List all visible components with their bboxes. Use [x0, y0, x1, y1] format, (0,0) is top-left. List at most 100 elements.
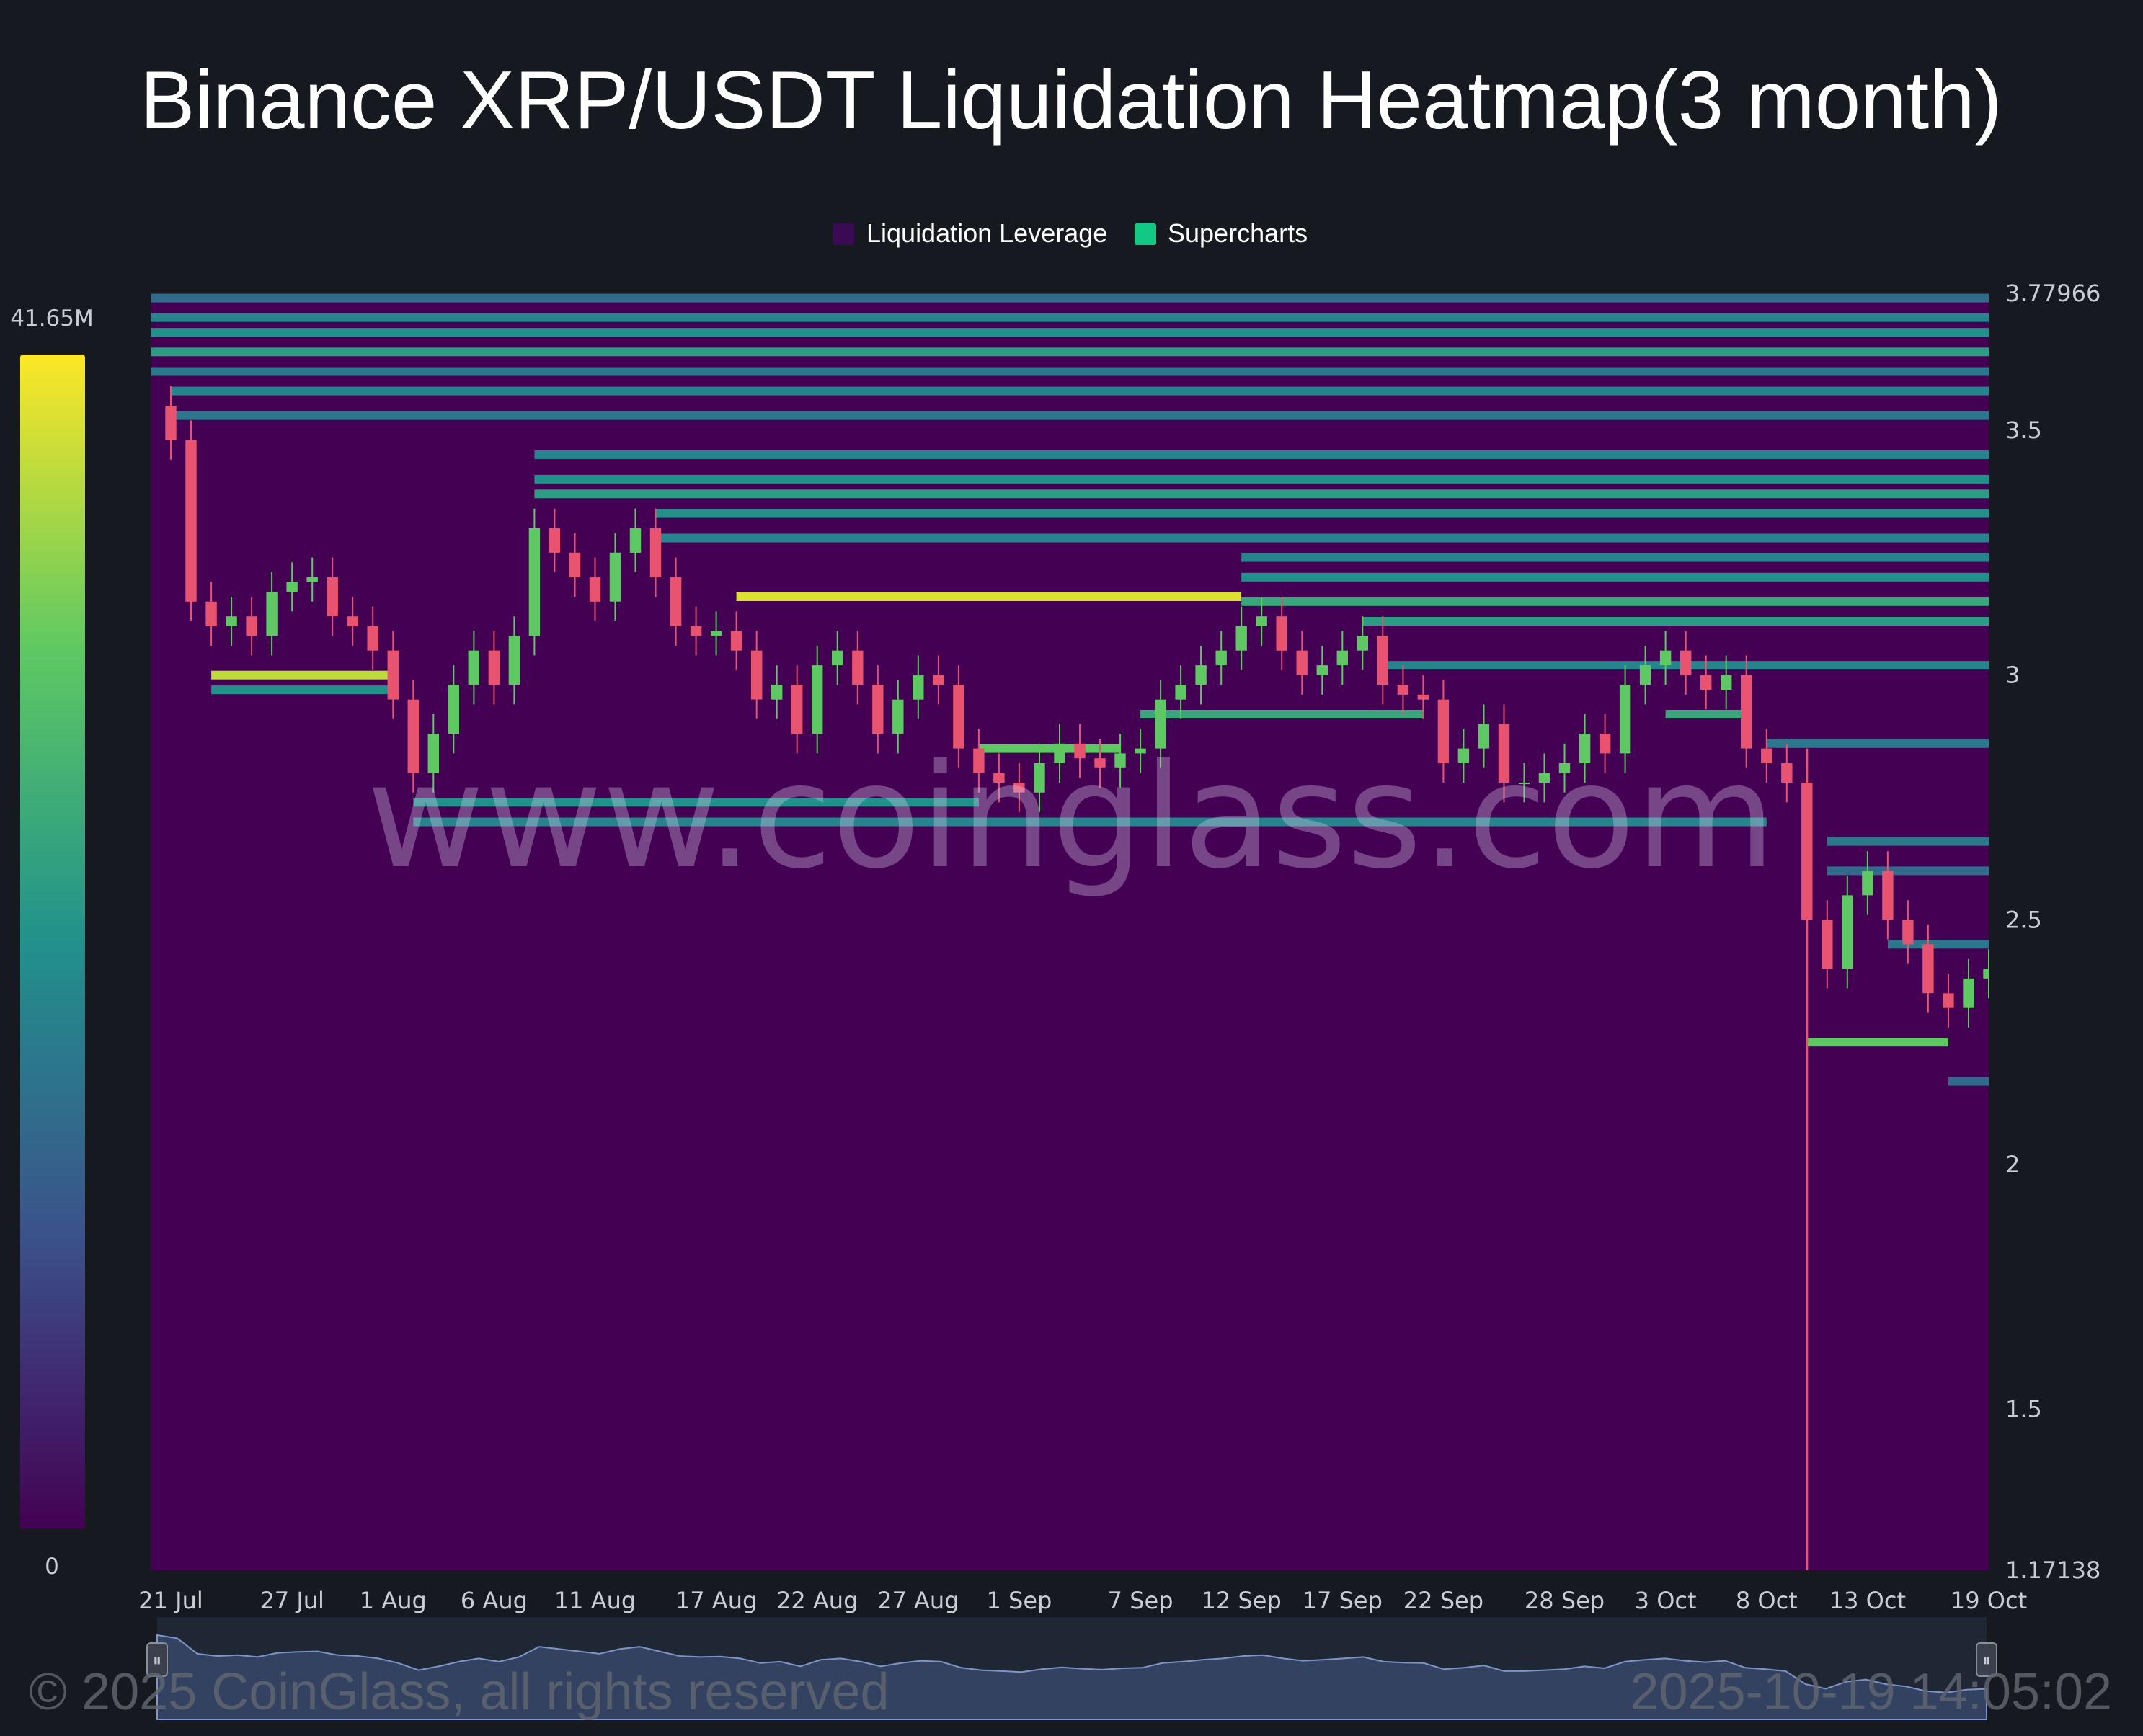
candle-body [1558, 763, 1571, 773]
price-candles [165, 386, 1989, 1570]
candle-body [1741, 675, 1752, 749]
candle-body [448, 685, 459, 734]
x-tick-label: 1 Aug [360, 1587, 427, 1614]
y-axis: 3.77966 3.5 3 2.5 2 1.5 1.17138 [2005, 280, 2100, 1584]
heat-band [534, 474, 1989, 484]
copyright-text: © 2025 CoinGlass, all rights reserved [29, 1663, 889, 1721]
candle-body [1457, 748, 1470, 763]
candle-body [1659, 650, 1672, 666]
heat-band [151, 313, 1989, 322]
candle-body [1538, 773, 1550, 783]
candle-body [1034, 763, 1045, 793]
watermark: www.coinglass.com [367, 733, 1776, 901]
candle-body [1135, 748, 1146, 754]
candle-body [1357, 636, 1368, 651]
candle-body [1983, 969, 1989, 979]
candle-body [1639, 665, 1651, 685]
candle-body [852, 650, 864, 685]
heat-band [1362, 617, 1989, 626]
heat-band [171, 386, 1989, 396]
x-tick-label: 28 Sep [1525, 1587, 1605, 1614]
x-axis: 21 Jul 27 Jul 1 Aug 6 Aug 11 Aug 17 Aug 22 Aug… [138, 1587, 2027, 1614]
candle-body [649, 528, 662, 577]
heat-band [1241, 597, 1989, 606]
candle-body [832, 650, 843, 666]
candle-body [973, 748, 985, 773]
candle-body [892, 699, 904, 734]
candle-body [1822, 920, 1833, 969]
candle-body [1215, 650, 1227, 666]
candle-body [730, 631, 742, 651]
candle-body [1013, 783, 1025, 793]
candle-body [1721, 675, 1732, 690]
candle-body [1377, 636, 1388, 685]
candle-body [751, 650, 763, 700]
y-tick-label: 1.17138 [2005, 1557, 2100, 1584]
candle-body [1579, 734, 1591, 763]
legend-label-supercharts[interactable]: Supercharts [1168, 218, 1308, 248]
candle-body [872, 685, 884, 734]
x-tick-label: 22 Sep [1403, 1587, 1483, 1614]
candle-body [367, 626, 378, 651]
candle-body [1054, 743, 1065, 763]
candle-body [549, 528, 561, 553]
x-tick-label: 8 Oct [1736, 1587, 1798, 1614]
y-tick-label: 2.5 [2005, 906, 2042, 933]
x-tick-label: 11 Aug [554, 1587, 636, 1614]
heat-band [1827, 837, 1989, 846]
candle-body [1296, 650, 1308, 675]
heat-band [1806, 1038, 1948, 1047]
candle-body [1599, 734, 1611, 754]
timestamp-text: 2025-10-19 14:05:02 [1630, 1663, 2112, 1721]
candle-body [1700, 675, 1712, 690]
navigator-area [156, 1634, 1987, 1720]
candle-body [1114, 753, 1126, 768]
candle-body [286, 582, 298, 592]
candle-body [913, 675, 924, 700]
legend-swatch-liquidation-leverage[interactable] [833, 223, 854, 245]
candle-body [1256, 616, 1267, 626]
legend-swatch-supercharts[interactable] [1135, 223, 1156, 245]
navigator-left-handle[interactable]: ⏸ [146, 1642, 168, 1677]
x-tick-label: 27 Jul [259, 1587, 324, 1614]
legend-label-liquidation-leverage[interactable]: Liquidation Leverage [866, 218, 1107, 248]
candle-body [1842, 895, 1853, 969]
candle-body [812, 665, 823, 734]
candle-body [1680, 650, 1692, 675]
navigator-right-handle[interactable]: ⏸ [1976, 1642, 1997, 1677]
candle-body [266, 592, 278, 636]
color-scale: 41.65M 0 [10, 306, 94, 1580]
heat-band [151, 328, 1989, 337]
candle-body [246, 616, 257, 636]
heat-band [655, 509, 1989, 518]
candle-body [1862, 871, 1873, 896]
x-tick-label: 27 Aug [877, 1587, 959, 1614]
navigator[interactable]: ⏸ ⏸ [146, 1617, 1997, 1720]
candle-body [1397, 685, 1409, 695]
heatmap-background [151, 293, 1989, 1570]
candle-body [205, 601, 217, 626]
heat-band [413, 817, 1767, 827]
candle-body [1437, 699, 1450, 763]
heat-band [1766, 739, 1989, 748]
candle-body [589, 577, 601, 602]
heat-band [1827, 866, 1989, 876]
candle-body [1922, 944, 1934, 994]
heat-band [1241, 572, 1989, 582]
candle-body [993, 773, 1005, 783]
heat-bands [151, 293, 1989, 1086]
candle-body [427, 734, 439, 773]
heat-band [655, 533, 1989, 543]
candle-body [1518, 783, 1530, 785]
legend: Liquidation Leverage Supercharts [833, 218, 1308, 248]
heat-band [736, 592, 1242, 601]
candle-body [1195, 665, 1207, 685]
candle-body [1276, 616, 1287, 651]
y-tick-label: 2 [2005, 1151, 2020, 1178]
candle-body [1316, 665, 1328, 675]
x-tick-label: 12 Sep [1202, 1587, 1282, 1614]
candle-body [1963, 978, 1974, 1008]
heat-band [211, 670, 394, 680]
x-tick-label: 17 Sep [1303, 1587, 1383, 1614]
